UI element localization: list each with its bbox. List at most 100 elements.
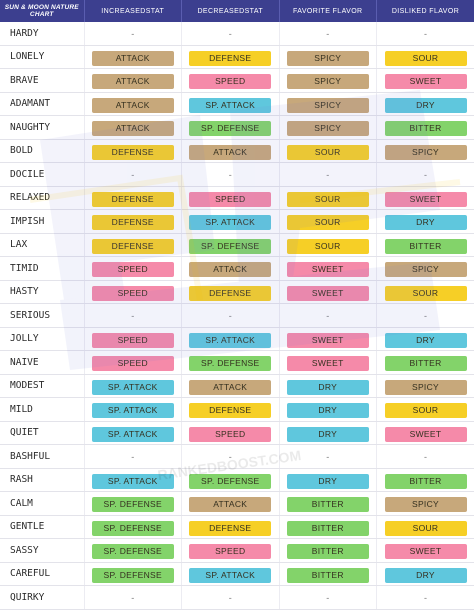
decreased-stat-cell: DEFENSE <box>182 515 280 539</box>
decreased-stat-cell: DEFENSE <box>182 280 280 304</box>
decreased-stat-badge: DEFENSE <box>189 403 271 418</box>
disliked-flavor-badge: DRY <box>385 98 467 113</box>
increased-stat-cell: SP. ATTACK <box>84 398 182 422</box>
favorite-flavor-badge: SWEET <box>287 262 369 277</box>
favorite-flavor-cell: SOUR <box>279 210 377 234</box>
favorite-flavor-cell: - <box>279 22 377 45</box>
favorite-flavor-cell: BITTER <box>279 539 377 563</box>
disliked-flavor-cell: SWEET <box>377 539 474 563</box>
decreased-stat-badge: SPEED <box>189 74 271 89</box>
disliked-flavor-cell: SPICY <box>377 139 474 163</box>
increased-stat-badge: SP. ATTACK <box>92 380 174 395</box>
empty-dash: - <box>229 170 232 180</box>
disliked-flavor-badge: SWEET <box>385 74 467 89</box>
increased-stat-cell: SP. ATTACK <box>84 374 182 398</box>
disliked-flavor-cell: SWEET <box>377 421 474 445</box>
increased-stat-badge: DEFENSE <box>92 239 174 254</box>
favorite-flavor-badge: BITTER <box>287 521 369 536</box>
increased-stat-cell: SPEED <box>84 327 182 351</box>
nature-name: SASSY <box>0 539 84 563</box>
favorite-flavor-badge: SOUR <box>287 215 369 230</box>
disliked-flavor-cell: - <box>377 445 474 469</box>
favorite-flavor-cell: DRY <box>279 468 377 492</box>
disliked-flavor-cell: - <box>377 586 474 610</box>
empty-dash: - <box>229 593 232 603</box>
disliked-flavor-badge: SOUR <box>385 51 467 66</box>
nature-name: LAX <box>0 233 84 257</box>
decreased-stat-cell: SP. ATTACK <box>182 327 280 351</box>
decreased-stat-cell: ATTACK <box>182 374 280 398</box>
increased-stat-cell: - <box>84 163 182 187</box>
disliked-flavor-badge: SWEET <box>385 427 467 442</box>
favorite-flavor-cell: - <box>279 586 377 610</box>
increased-stat-badge: SPEED <box>92 333 174 348</box>
favorite-flavor-cell: SWEET <box>279 257 377 281</box>
increased-stat-badge: SP. ATTACK <box>92 474 174 489</box>
disliked-flavor-cell: DRY <box>377 562 474 586</box>
increased-stat-cell: SPEED <box>84 280 182 304</box>
disliked-flavor-badge: SOUR <box>385 521 467 536</box>
table-row: QUIRKY---- <box>0 586 474 610</box>
disliked-flavor-badge: BITTER <box>385 356 467 371</box>
decreased-stat-cell: SPEED <box>182 539 280 563</box>
favorite-flavor-badge: SOUR <box>287 145 369 160</box>
increased-stat-cell: ATTACK <box>84 92 182 116</box>
increased-stat-cell: SP. DEFENSE <box>84 492 182 516</box>
empty-dash: - <box>229 452 232 462</box>
decreased-stat-cell: - <box>182 304 280 328</box>
decreased-stat-cell: SPEED <box>182 186 280 210</box>
disliked-flavor-cell: SOUR <box>377 398 474 422</box>
favorite-flavor-cell: SOUR <box>279 139 377 163</box>
disliked-flavor-cell: SPICY <box>377 492 474 516</box>
nature-name: HARDY <box>0 22 84 45</box>
disliked-flavor-badge: SWEET <box>385 544 467 559</box>
disliked-flavor-cell: BITTER <box>377 468 474 492</box>
nature-name: ADAMANT <box>0 92 84 116</box>
favorite-flavor-badge: SPICY <box>287 121 369 136</box>
decreased-stat-badge: DEFENSE <box>189 51 271 66</box>
favorite-flavor-badge: DRY <box>287 403 369 418</box>
increased-stat-badge: SP. ATTACK <box>92 403 174 418</box>
decreased-stat-badge: DEFENSE <box>189 521 271 536</box>
decreased-stat-badge: SP. DEFENSE <box>189 474 271 489</box>
favorite-flavor-badge: SPICY <box>287 74 369 89</box>
decreased-stat-badge: ATTACK <box>189 380 271 395</box>
favorite-flavor-cell: DRY <box>279 398 377 422</box>
empty-dash: - <box>424 170 427 180</box>
increased-stat-badge: SPEED <box>92 356 174 371</box>
decreased-stat-cell: SP. DEFENSE <box>182 116 280 140</box>
increased-stat-badge: DEFENSE <box>92 192 174 207</box>
favorite-flavor-badge: BITTER <box>287 544 369 559</box>
disliked-flavor-cell: - <box>377 163 474 187</box>
nature-chart: SUN & MOON NATURE CHART INCREASEDSTAT DE… <box>0 0 474 586</box>
favorite-flavor-cell: SWEET <box>279 280 377 304</box>
increased-stat-badge: SP. DEFENSE <box>92 521 174 536</box>
nature-name: CALM <box>0 492 84 516</box>
empty-dash: - <box>229 311 232 321</box>
empty-dash: - <box>424 452 427 462</box>
empty-dash: - <box>131 452 134 462</box>
disliked-flavor-badge: SPICY <box>385 380 467 395</box>
decreased-stat-badge: SP. ATTACK <box>189 215 271 230</box>
increased-stat-cell: SP. DEFENSE <box>84 539 182 563</box>
empty-dash: - <box>131 29 134 39</box>
decreased-stat-badge: ATTACK <box>189 145 271 160</box>
nature-name: SERIOUS <box>0 304 84 328</box>
favorite-flavor-badge: DRY <box>287 474 369 489</box>
increased-stat-cell: SPEED <box>84 351 182 375</box>
increased-stat-cell: - <box>84 22 182 45</box>
disliked-flavor-badge: DRY <box>385 568 467 583</box>
increased-stat-badge: ATTACK <box>92 51 174 66</box>
favorite-flavor-badge: SPICY <box>287 51 369 66</box>
increased-stat-badge: DEFENSE <box>92 145 174 160</box>
decreased-stat-badge: DEFENSE <box>189 286 271 301</box>
decreased-stat-badge: SPEED <box>189 427 271 442</box>
increased-stat-cell: ATTACK <box>84 116 182 140</box>
disliked-flavor-badge: SPICY <box>385 262 467 277</box>
favorite-flavor-badge: SOUR <box>287 192 369 207</box>
decreased-stat-cell: SP. ATTACK <box>182 92 280 116</box>
empty-dash: - <box>229 29 232 39</box>
increased-stat-cell: - <box>84 304 182 328</box>
